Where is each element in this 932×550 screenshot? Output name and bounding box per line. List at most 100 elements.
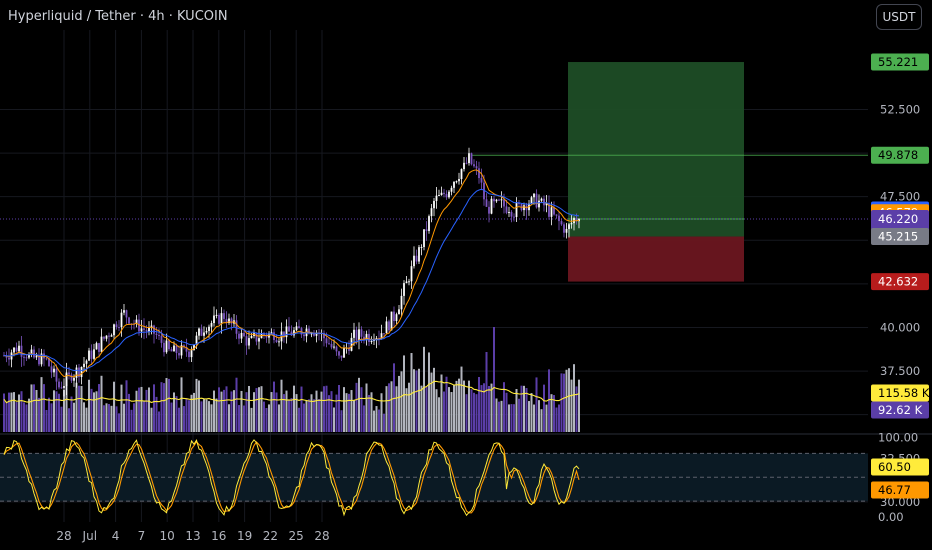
candle-body xyxy=(243,332,245,337)
volume-bar xyxy=(465,394,468,432)
candle-body xyxy=(545,202,548,206)
volume-bar xyxy=(403,355,405,432)
position-tool[interactable] xyxy=(0,62,868,282)
volume-bar xyxy=(158,411,160,432)
volume-bar xyxy=(90,388,93,432)
volume-bar xyxy=(155,396,158,432)
candle-body xyxy=(478,168,480,179)
candle-body xyxy=(238,333,240,339)
candle-body xyxy=(575,218,578,222)
candle-body xyxy=(408,281,410,283)
volume-bar xyxy=(145,389,148,432)
candle-body xyxy=(245,336,248,346)
candle-body xyxy=(463,162,465,170)
volume-bar xyxy=(390,381,393,432)
volume-bar xyxy=(153,384,155,432)
price-label-bg xyxy=(871,228,929,246)
candle-body xyxy=(93,349,95,359)
candle-body xyxy=(75,367,78,378)
candle-body xyxy=(98,343,100,352)
volume-bar xyxy=(255,388,258,432)
candle-body xyxy=(483,182,485,200)
volume-bar xyxy=(445,376,448,432)
price-label: 49.878 xyxy=(878,148,918,162)
stoch-label-bg xyxy=(871,458,929,476)
price-label-bg xyxy=(871,53,929,71)
candle-body xyxy=(445,193,448,198)
volume-bar xyxy=(240,390,243,432)
volume-bar xyxy=(525,388,528,432)
volume-bar xyxy=(498,401,500,432)
x-tick-label: 4 xyxy=(112,529,120,543)
volume-bar xyxy=(355,382,358,432)
candle-body xyxy=(400,295,403,310)
volume-bar xyxy=(160,382,163,432)
volume-bar xyxy=(470,389,473,432)
candle-body xyxy=(213,315,215,324)
candle-body xyxy=(155,333,158,336)
volume-bar xyxy=(223,389,225,432)
candle-body xyxy=(360,329,363,337)
candle-body xyxy=(363,336,365,340)
volume-bar xyxy=(30,384,33,432)
volume-bar xyxy=(218,387,220,432)
candle-body xyxy=(140,328,143,332)
volume-bar xyxy=(178,407,180,432)
volume-bar xyxy=(348,393,350,432)
volume-bar xyxy=(558,404,560,432)
volume-bar xyxy=(65,373,68,432)
volume-bar xyxy=(138,387,140,432)
volume-bar xyxy=(303,403,305,432)
volume-bar xyxy=(40,377,43,432)
volume-bar xyxy=(478,377,480,432)
candle-body xyxy=(23,356,25,358)
volume-bar xyxy=(168,378,170,432)
volume-bar xyxy=(283,394,285,432)
candle-body xyxy=(203,332,205,336)
price-label-bg xyxy=(871,273,929,291)
volume-bar xyxy=(325,385,328,432)
volume-bar xyxy=(230,391,233,432)
candle-body xyxy=(393,311,395,321)
volume-bar xyxy=(520,385,523,432)
candle-body xyxy=(560,221,563,225)
volume-bar xyxy=(538,400,540,432)
candle-body xyxy=(353,329,355,338)
candle-body xyxy=(148,327,150,332)
candle-body xyxy=(178,353,180,356)
volume-bar xyxy=(215,398,218,432)
candle-body xyxy=(503,199,505,207)
volume-bar xyxy=(228,404,230,432)
currency-button[interactable]: USDT xyxy=(876,4,922,30)
volume-bar xyxy=(150,407,153,432)
volume-bar xyxy=(500,400,503,432)
volume-bar xyxy=(213,390,215,432)
candle-body xyxy=(8,357,10,360)
volume-bar xyxy=(93,392,95,432)
candle-body xyxy=(330,343,333,348)
volume-bar xyxy=(418,368,420,432)
candle-body xyxy=(523,205,525,211)
volume-bar xyxy=(395,386,398,432)
volume-bar xyxy=(5,401,8,432)
volume-bar xyxy=(353,399,355,432)
volume-bar xyxy=(458,378,460,432)
volume-bar xyxy=(238,405,240,432)
candle-body xyxy=(110,335,113,337)
grid xyxy=(0,30,932,522)
volume-bar xyxy=(515,389,518,432)
candle-body xyxy=(413,255,415,267)
volume-bar xyxy=(540,409,543,432)
candle-body xyxy=(228,318,230,324)
volume-bar xyxy=(488,386,490,432)
y-tick-label: 37.500 xyxy=(880,364,920,378)
y-tick-label: 47.500 xyxy=(880,190,920,204)
volume-bar xyxy=(400,371,403,432)
volume-bar xyxy=(363,405,365,432)
volume-bar xyxy=(320,391,323,432)
candle-body xyxy=(105,335,108,339)
volume-bar xyxy=(68,408,70,432)
volume-bar xyxy=(265,407,268,432)
volume-bar xyxy=(38,397,40,432)
